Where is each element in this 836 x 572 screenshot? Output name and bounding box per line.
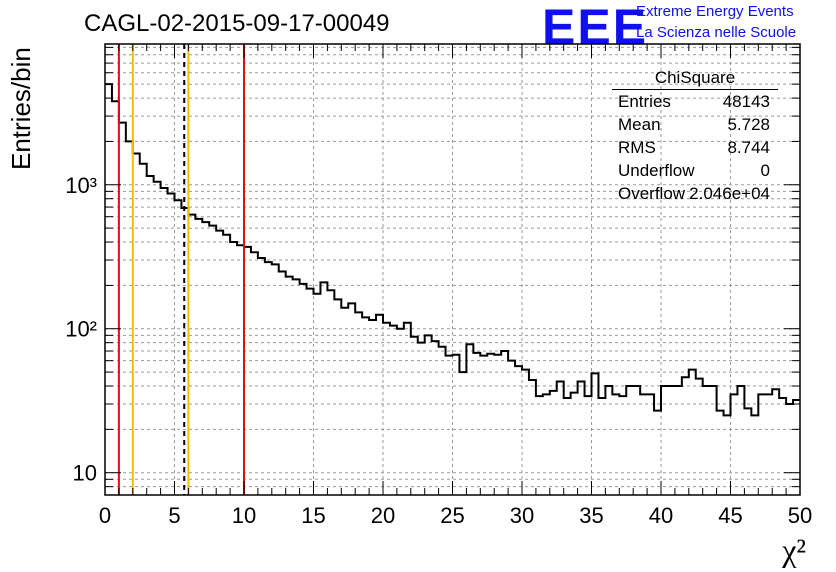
x-tick-label: 20 — [371, 503, 395, 528]
eee-logo-mark: EEE — [542, 0, 649, 55]
x-tick-label: 50 — [788, 503, 812, 528]
x-tick-label: 5 — [168, 503, 180, 528]
stats-label: Underflow — [618, 161, 695, 180]
histogram-series — [105, 83, 800, 417]
x-tick-label: 45 — [718, 503, 742, 528]
stats-label: Entries — [618, 92, 671, 111]
chart-title: CAGL-02-2015-09-17-00049 — [84, 10, 390, 37]
stats-row-mean: Mean 5.728 — [612, 115, 778, 138]
x-axis-label: χ² — [782, 532, 806, 568]
x-tick-label: 30 — [510, 503, 534, 528]
stats-label: Overflow — [618, 184, 686, 203]
x-tick-label: 35 — [579, 503, 603, 528]
stats-label: RMS — [618, 138, 656, 157]
stats-box-title: ChiSquare — [612, 68, 778, 90]
stats-row-rms: RMS 8.744 — [612, 138, 778, 161]
stats-value: 0 — [760, 161, 770, 180]
stats-row-underflow: Underflow 0 — [612, 161, 778, 184]
stats-box: ChiSquare Entries 48143 Mean 5.728 RMS 8… — [612, 68, 778, 207]
stats-value: 5.728 — [727, 115, 770, 134]
stats-label: Mean — [618, 115, 661, 134]
x-tick-label: 25 — [440, 503, 464, 528]
x-tick-label: 10 — [232, 503, 256, 528]
stats-row-entries: Entries 48143 — [612, 92, 778, 115]
x-tick-label: 15 — [301, 503, 325, 528]
stats-value: 2.046e+04 — [689, 184, 770, 203]
stats-value: 48143 — [722, 92, 770, 111]
y-tick-label: 10 — [73, 461, 97, 486]
y-tick-label: 10² — [65, 317, 97, 342]
y-tick-label: 10³ — [65, 173, 97, 198]
stats-value: 8.744 — [727, 138, 770, 157]
logo-line-1: Extreme Energy Events — [636, 3, 794, 20]
x-tick-label: 40 — [649, 503, 673, 528]
x-tick-label: 0 — [99, 503, 111, 528]
stats-row-overflow: Overflow 2.046e+04 — [612, 184, 778, 207]
logo-line-2: La Scienza nelle Scuole — [636, 24, 797, 41]
